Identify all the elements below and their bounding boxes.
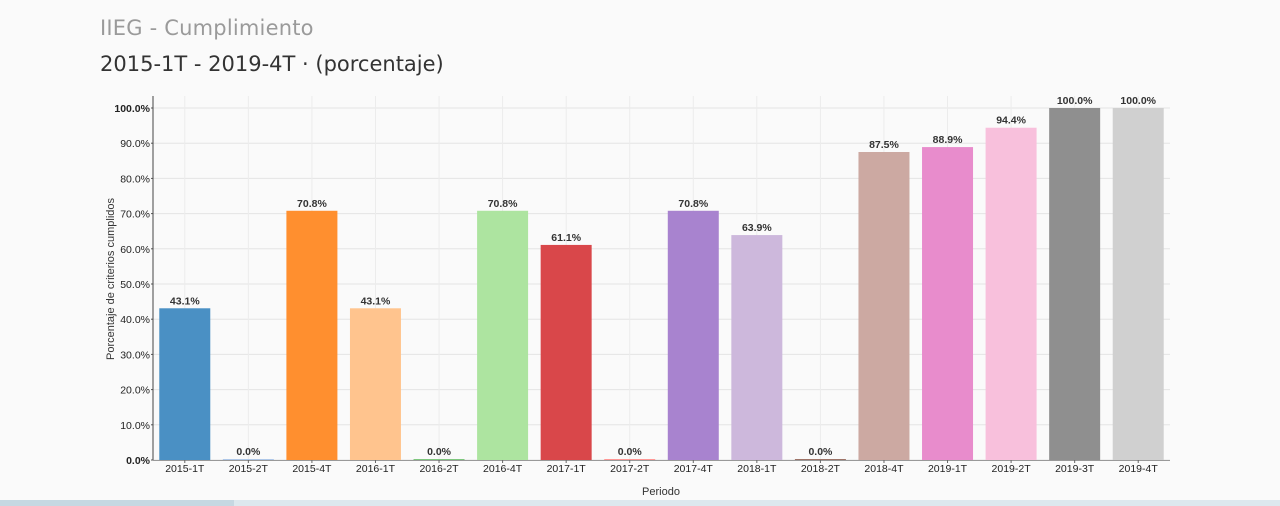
y-tick-label: 30.0% [120, 349, 150, 361]
bar-2016-1T[interactable] [349, 308, 401, 460]
x-tick-label: 2019-4T [1119, 463, 1159, 475]
bar-2016-2T[interactable] [413, 459, 465, 460]
chart-subtitle: 2015-1T - 2019-4T · (porcentaje) [100, 52, 444, 76]
x-tick-label: 2018-4T [864, 463, 904, 475]
bar-value-label: 100.0% [1120, 95, 1156, 107]
bar-value-label: 94.4% [996, 115, 1026, 127]
x-tick-label: 2016-2T [419, 463, 459, 475]
bar-2017-2T[interactable] [604, 459, 656, 460]
bar-value-label: 61.1% [551, 232, 581, 244]
bar-2015-1T[interactable] [159, 308, 211, 460]
bar-value-label: 43.1% [361, 295, 391, 307]
bar-2015-2T[interactable] [222, 459, 274, 460]
y-axis-title: Porcentaje de criterios cumplidos [105, 197, 117, 360]
y-tick-label: 40.0% [120, 314, 150, 326]
x-axis-title: Periodo [642, 486, 680, 498]
bar-2018-4T[interactable] [858, 152, 910, 460]
y-tick-label: 100.0% [114, 103, 150, 115]
y-tick-label: 90.0% [120, 138, 150, 150]
y-tick-label: 60.0% [120, 244, 150, 256]
bar-value-label: 88.9% [933, 134, 963, 146]
bar-2015-4T[interactable] [286, 210, 338, 460]
x-tick-label: 2015-4T [292, 463, 332, 475]
bar-2019-1T[interactable] [922, 147, 974, 460]
bar-2019-3T[interactable] [1049, 108, 1101, 460]
bar-2018-1T[interactable] [731, 235, 783, 460]
bar-2019-2T[interactable] [985, 127, 1037, 460]
x-tick-label: 2019-1T [928, 463, 968, 475]
x-tick-label: 2015-2T [229, 463, 269, 475]
bar-2017-1T[interactable] [540, 244, 592, 460]
y-tick-label: 20.0% [120, 385, 150, 397]
bars [159, 108, 1164, 460]
y-tick-label: 80.0% [120, 173, 150, 185]
x-tick-label: 2017-4T [674, 463, 714, 475]
value-labels: 43.1% 0.0% 70.8% 43.1% 0.0% 70.8% 61.1% 0.0% 70.… [170, 95, 1157, 458]
y-axis: 0.0% 10.0% 20.0% 30.0% 40.0% 50.0% 60.0% 70.0% 8… [114, 96, 154, 467]
x-tick-label: 2016-4T [483, 463, 523, 475]
bar-value-label: 70.8% [297, 198, 327, 210]
bar-value-label: 0.0% [618, 446, 643, 458]
y-tick-label: 10.0% [120, 420, 150, 432]
bar-value-label: 87.5% [869, 139, 899, 151]
bar-value-label: 0.0% [427, 446, 452, 458]
y-tick-label: 50.0% [120, 279, 150, 291]
bar-2016-4T[interactable] [477, 210, 529, 460]
bar-value-label: 100.0% [1057, 95, 1093, 107]
bar-2018-2T[interactable] [794, 459, 846, 460]
x-tick-label: 2019-2T [992, 463, 1032, 475]
x-tick-label: 2017-1T [547, 463, 587, 475]
x-tick-label: 2015-1T [165, 463, 205, 475]
bar-value-label: 70.8% [678, 198, 708, 210]
y-tick-label: 70.0% [120, 209, 150, 221]
bar-value-label: 63.9% [742, 222, 772, 234]
y-tick-label: 0.0% [126, 455, 151, 467]
x-tick-label: 2018-1T [737, 463, 777, 475]
bar-value-label: 70.8% [488, 198, 518, 210]
x-tick-label: 2019-3T [1055, 463, 1095, 475]
bar-value-label: 0.0% [236, 446, 261, 458]
bottom-scroll-handle[interactable] [0, 500, 234, 506]
bar-2019-4T[interactable] [1112, 108, 1164, 460]
x-tick-label: 2018-2T [801, 463, 841, 475]
x-tick-label: 2016-1T [356, 463, 396, 475]
chart-title: IIEG - Cumplimiento [100, 16, 314, 40]
x-tick-label: 2017-2T [610, 463, 650, 475]
bottom-scroll-strip[interactable] [0, 500, 1280, 506]
bar-value-label: 0.0% [808, 446, 833, 458]
x-axis: 2015-1T 2015-2T 2015-4T 2016-1T 2016-2T 2016-… [153, 460, 1170, 475]
bar-2017-4T[interactable] [667, 210, 719, 460]
bar-value-label: 43.1% [170, 295, 200, 307]
